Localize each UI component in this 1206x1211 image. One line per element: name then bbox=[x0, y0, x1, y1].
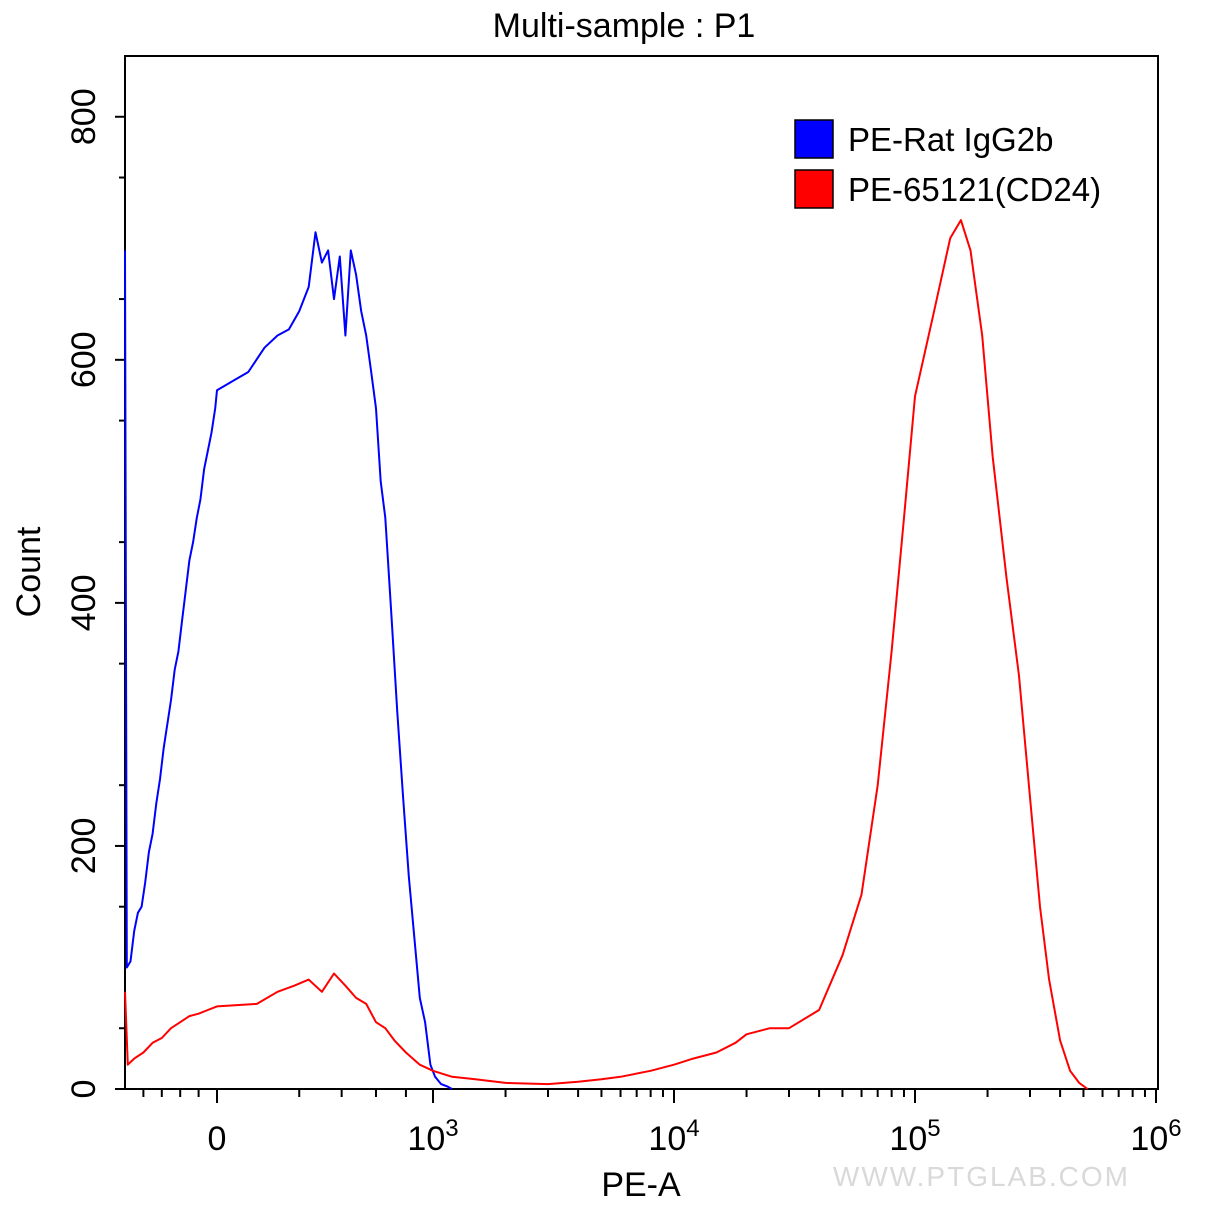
x-axis: 0 103 104 105 106 bbox=[142, 1089, 1182, 1158]
x-tick-label: 106 bbox=[1130, 1115, 1181, 1158]
series-line-2 bbox=[124, 219, 1089, 1090]
series-line-1 bbox=[124, 231, 453, 1090]
y-tick-label: 600 bbox=[65, 331, 103, 388]
y-tick-label: 400 bbox=[65, 575, 103, 632]
legend: PE-Rat IgG2b PE-65121(CD24) bbox=[794, 119, 1101, 209]
series-layer bbox=[124, 219, 1089, 1090]
y-tick-label: 0 bbox=[65, 1080, 103, 1099]
plot-area bbox=[124, 55, 1159, 1090]
x-tick-label: 104 bbox=[648, 1115, 699, 1158]
legend-swatch bbox=[794, 119, 834, 159]
x-tick-label: 0 bbox=[208, 1120, 227, 1158]
legend-label: PE-65121(CD24) bbox=[848, 171, 1101, 208]
y-axis-label: Count bbox=[10, 526, 48, 617]
y-tick-label: 800 bbox=[65, 88, 103, 145]
y-axis: 0 200 400 600 800 bbox=[65, 88, 125, 1098]
legend-label: PE-Rat IgG2b bbox=[848, 121, 1053, 158]
x-tick-label: 105 bbox=[889, 1115, 940, 1158]
x-axis-label: PE-A bbox=[601, 1166, 681, 1204]
y-tick-label: 200 bbox=[65, 818, 103, 875]
watermark-text: WWW.PTGLAB.COM bbox=[833, 1161, 1130, 1192]
plot-frame bbox=[124, 55, 1159, 1090]
x-tick-label: 103 bbox=[407, 1115, 458, 1158]
legend-swatch bbox=[794, 169, 834, 209]
chart-title: Multi-sample : P1 bbox=[493, 7, 756, 45]
